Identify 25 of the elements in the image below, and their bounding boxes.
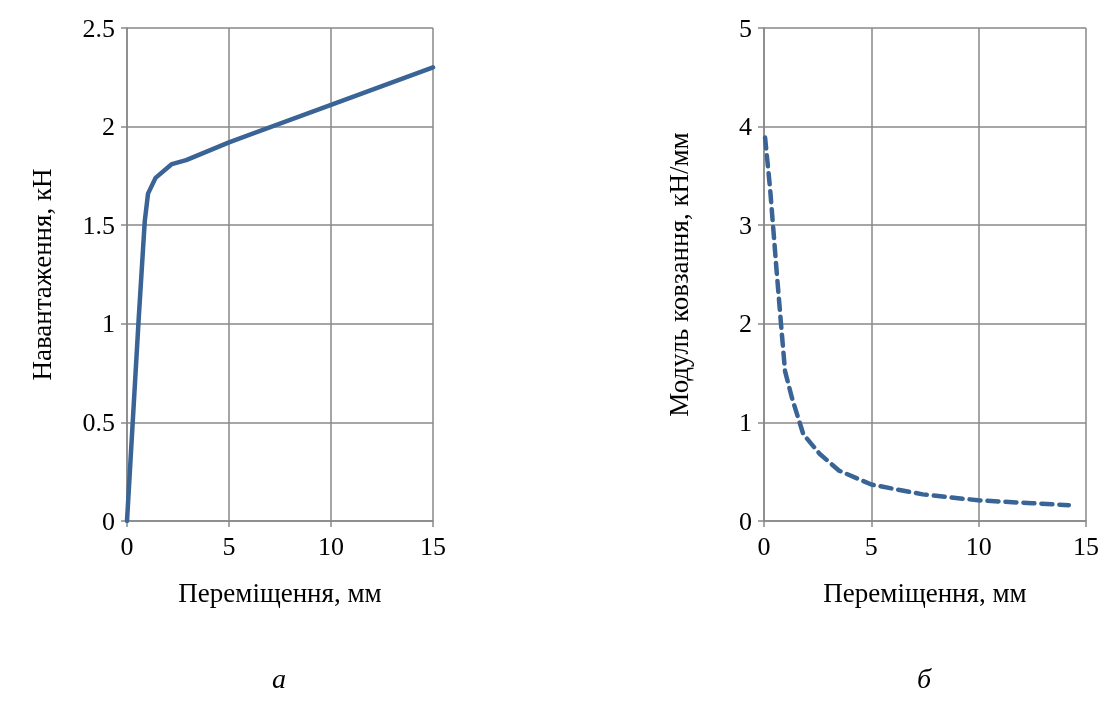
text: а [272,662,286,694]
x-axis-title: Переміщення, мм [823,577,1027,608]
y-tick-label: 0 [739,506,752,536]
y-axis-title: Навантаження, кН [26,168,57,381]
y-tick-label: 5 [739,13,752,43]
y-tick-label: 2.5 [82,13,115,43]
y-tick-label: 0.5 [82,407,115,437]
y-tick-label: 2 [739,309,752,339]
line-series [762,135,1072,508]
y-axis-title: Модуль ковзання, кН/мм [663,132,694,417]
y-tick-label: 4 [739,112,752,142]
x-tick-label: 15 [420,531,446,561]
x-tick-label: 10 [965,531,992,561]
text: б [917,662,932,694]
y-tick-label: 1.5 [82,210,115,240]
x-tick-label: 15 [1073,531,1099,561]
y-tick-label: 1 [102,309,115,339]
x-tick-label: 5 [864,531,878,561]
y-tick-label: 1 [739,407,752,437]
x-tick-label: 5 [222,531,236,561]
x-tick-label: 10 [318,531,344,561]
y-tick-label: 2 [102,112,115,142]
x-axis-title: Переміщення, мм [178,577,382,608]
y-tick-label: 3 [739,210,752,240]
y-tick-label: 0 [102,506,115,536]
